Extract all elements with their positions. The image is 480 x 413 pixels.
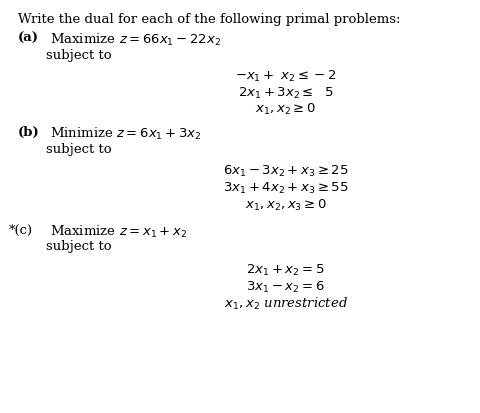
Text: $6x_1 - 3x_2 + x_3 \geq 25$: $6x_1 - 3x_2 + x_3 \geq 25$ [223,164,348,179]
Text: Write the dual for each of the following primal problems:: Write the dual for each of the following… [18,13,401,26]
Text: (b): (b) [18,126,40,139]
Text: subject to: subject to [46,240,111,252]
Text: *(c): *(c) [9,223,33,236]
Text: (a): (a) [18,32,39,45]
Text: $x_1, x_2 \geq 0$: $x_1, x_2 \geq 0$ [255,102,316,117]
Text: $2x_1 + x_2 = 5$: $2x_1 + x_2 = 5$ [246,262,325,277]
Text: Maximize $z = 66x_1 - 22x_2$: Maximize $z = 66x_1 - 22x_2$ [50,32,221,48]
Text: $x_1, x_2, x_3 \geq 0$: $x_1, x_2, x_3 \geq 0$ [245,197,326,212]
Text: Minimize $z = 6x_1 + 3x_2$: Minimize $z = 6x_1 + 3x_2$ [50,126,202,142]
Text: $3x_1 + 4x_2 + x_3 \geq 55$: $3x_1 + 4x_2 + x_3 \geq 55$ [223,180,348,195]
Text: $3x_1 - x_2 = 6$: $3x_1 - x_2 = 6$ [246,279,325,294]
Text: subject to: subject to [46,142,111,155]
Text: $-x_1 + \ x_2 \leq -2$: $-x_1 + \ x_2 \leq -2$ [235,69,336,84]
Text: $x_1, x_2$ unrestricted: $x_1, x_2$ unrestricted [224,295,348,311]
Text: $2x_1 + 3x_2 \leq \ \ 5$: $2x_1 + 3x_2 \leq \ \ 5$ [238,85,334,100]
Text: subject to: subject to [46,49,111,62]
Text: Maximize $z = x_1 + x_2$: Maximize $z = x_1 + x_2$ [50,223,188,239]
